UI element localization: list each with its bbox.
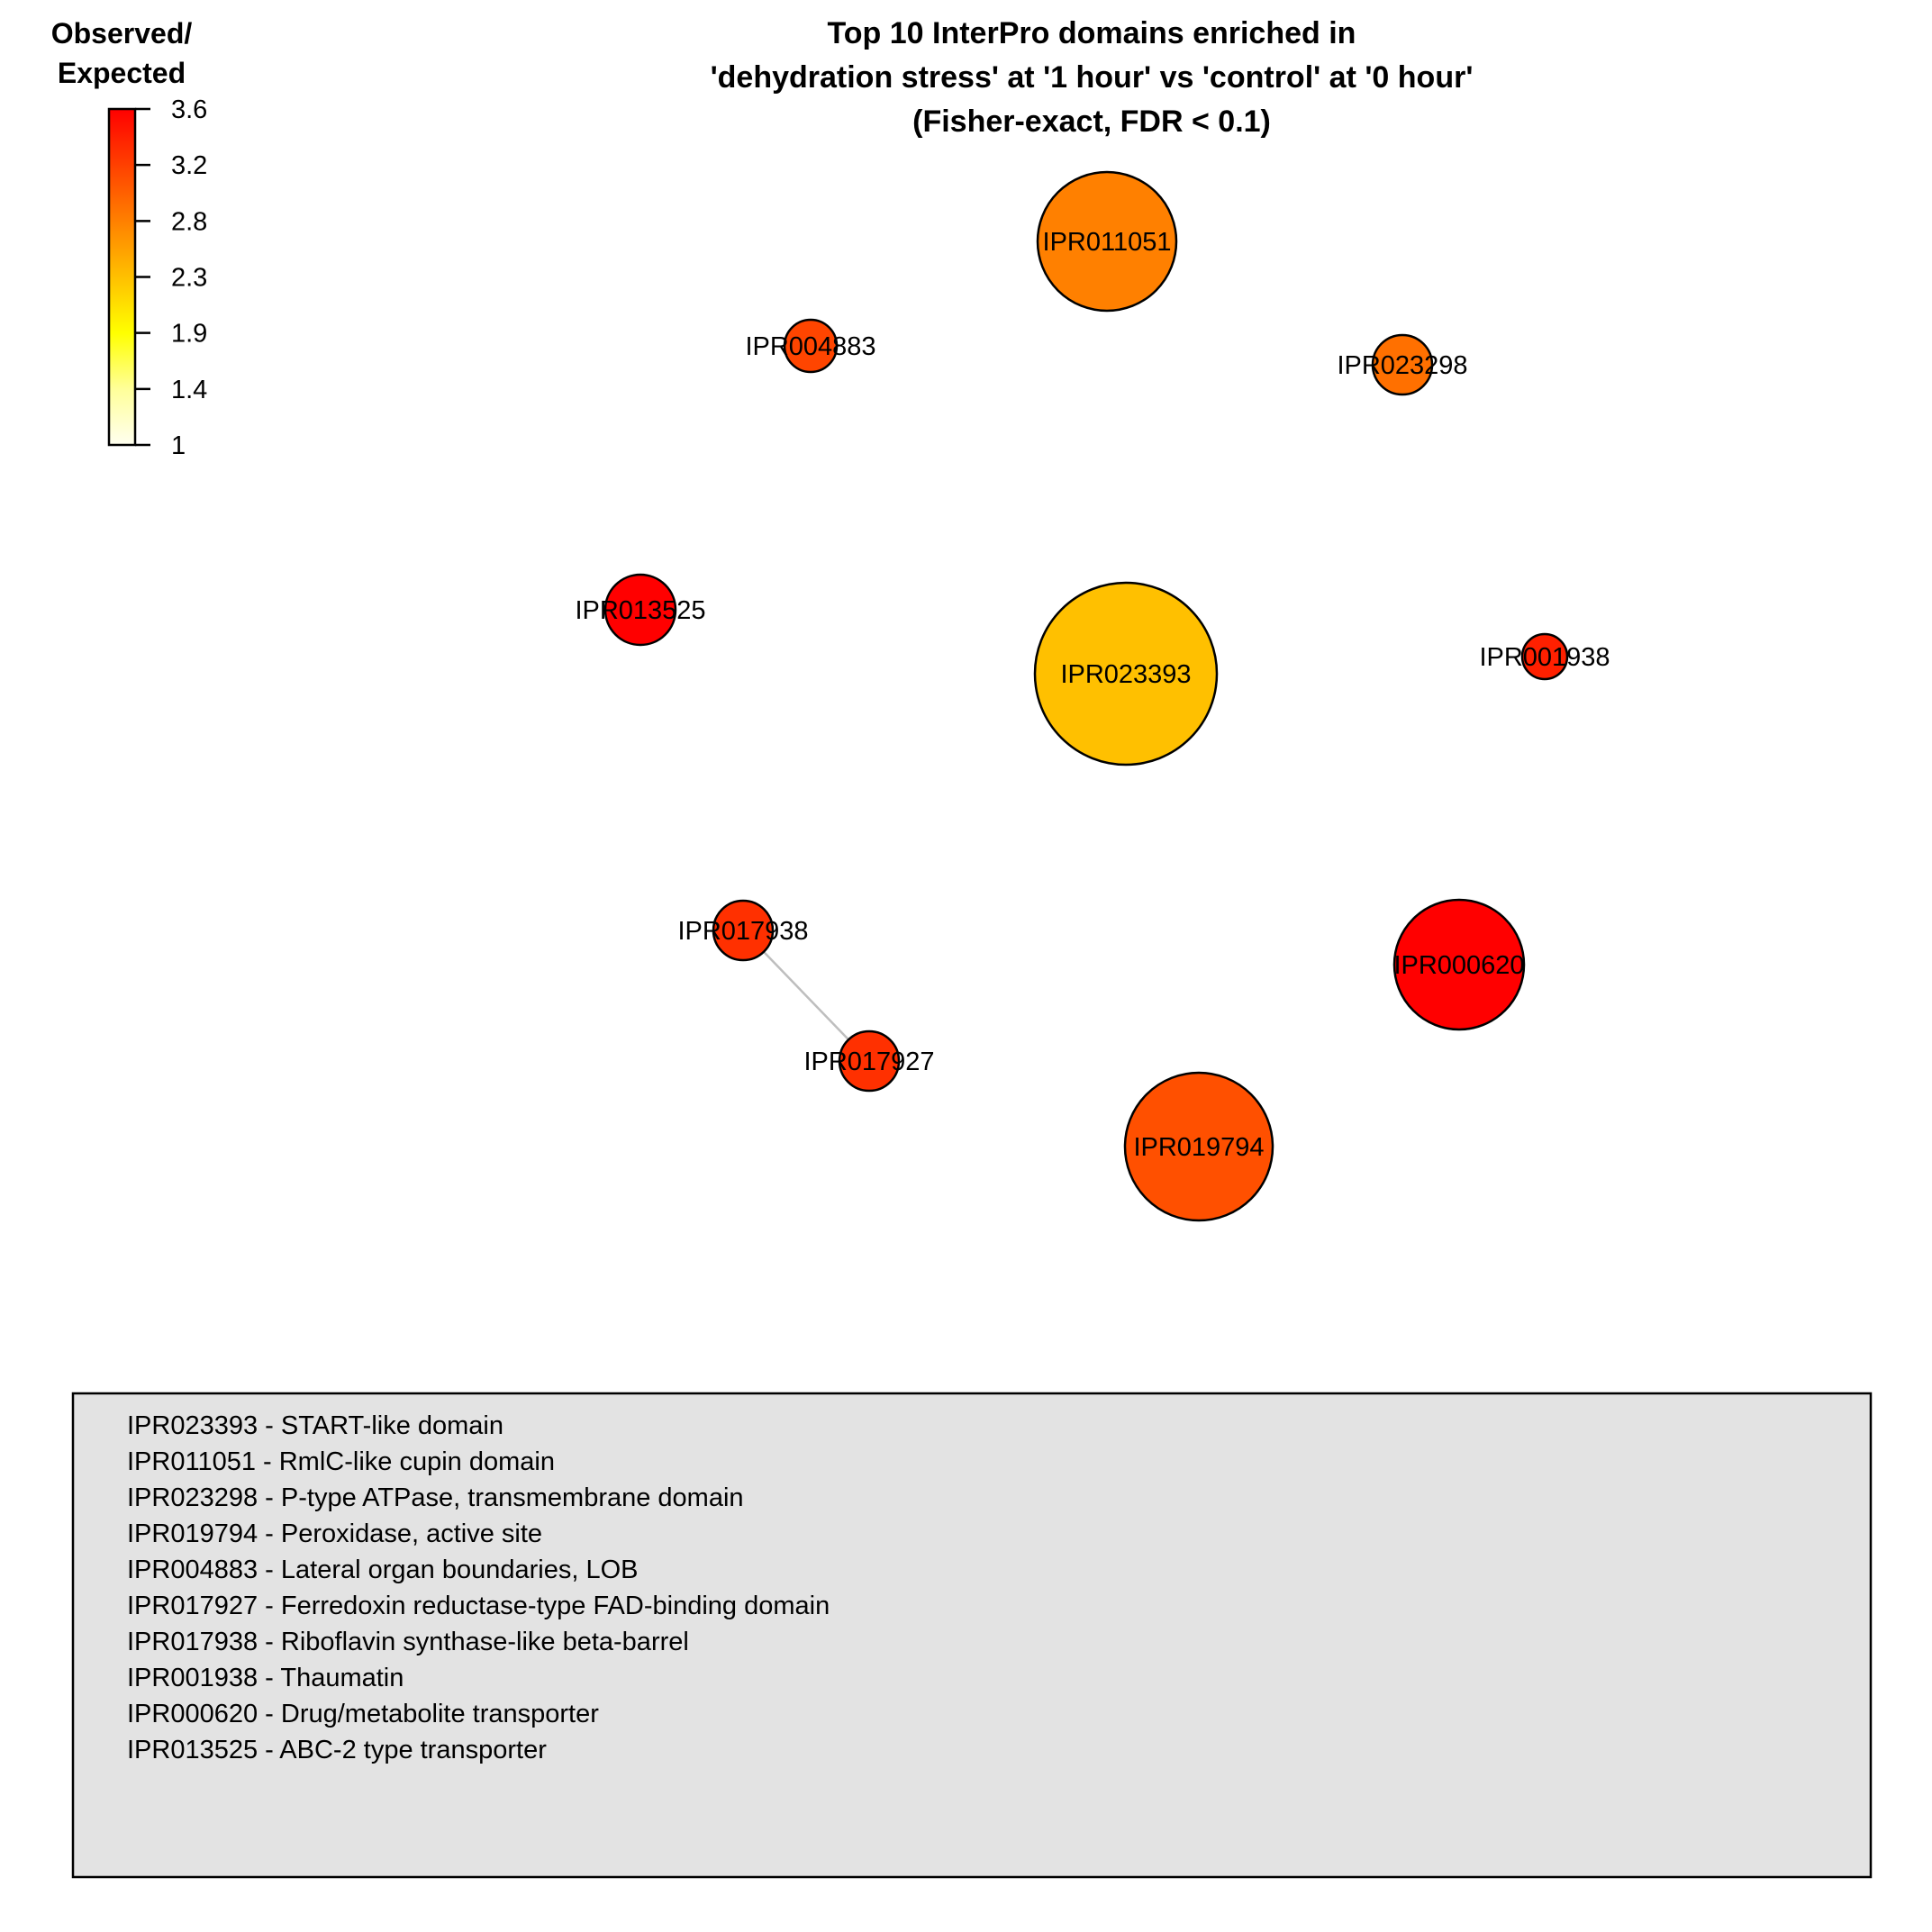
domain-legend-entry: IPR023298 - P-type ATPase, transmembrane… (127, 1483, 744, 1512)
color-scale-tick-label: 1.4 (171, 376, 207, 404)
domain-legend-entry: IPR019794 - Peroxidase, active site (127, 1519, 542, 1548)
chart-title-line-2: 'dehydration stress' at '1 hour' vs 'con… (711, 60, 1474, 95)
color-scale-bar (107, 107, 137, 447)
domain-legend-entry: IPR001938 - Thaumatin (127, 1664, 404, 1692)
chart-title-line-3: (Fisher-exact, FDR < 0.1) (912, 104, 1271, 139)
domain-legend-entry: IPR023393 - START-like domain (127, 1411, 503, 1440)
network-node-label: IPR013525 (575, 596, 705, 625)
network-nodes (603, 170, 1569, 1222)
network-node (838, 1029, 901, 1093)
color-scale-tick-label: 2.8 (171, 207, 207, 236)
network-node-label: IPR023298 (1337, 351, 1467, 380)
color-scale-title-line-2: Expected (58, 57, 186, 89)
network-node-label: IPR019794 (1133, 1133, 1264, 1162)
network-node-label: IPR004883 (745, 332, 875, 361)
color-scale-title-line-1: Observed/ (51, 17, 193, 50)
network-node (1371, 333, 1434, 396)
network-node (783, 318, 839, 374)
network-node (1520, 632, 1569, 681)
domain-legend-entry: IPR004883 - Lateral organ boundaries, LO… (127, 1556, 638, 1584)
domain-legend-frame (71, 1392, 1873, 1879)
domain-legend-entry: IPR017938 - Riboflavin synthase-like bet… (127, 1628, 689, 1656)
network-node (712, 899, 775, 962)
network-node (1392, 898, 1526, 1031)
domain-legend-entry: IPR013525 - ABC-2 type transporter (127, 1736, 547, 1764)
network-node-labels: IPR023393 IPR011051 IPR023298 IPR019794 IPR0… (575, 228, 1610, 1162)
network-node (1033, 581, 1219, 766)
chart-title-line-1: Top 10 InterPro domains enriched in (828, 16, 1356, 50)
color-scale-legend: Observed/ Expected 3.6 3.2 2.8 2.3 1.9 1.4 1 (51, 17, 208, 460)
color-scale-tick-label: 3.2 (171, 151, 207, 180)
domain-legend-entry: IPR011051 - RmlC-like cupin domain (127, 1447, 555, 1476)
network-node (1036, 170, 1178, 313)
color-scale-tick-label: 1 (171, 431, 186, 460)
domain-legend: IPR023393 - START-like domain IPR011051 -… (71, 1392, 1873, 1879)
domain-legend-entry: IPR000620 - Drug/metabolite transporter (127, 1700, 599, 1728)
network-node-label: IPR017938 (677, 917, 808, 946)
network-node-label: IPR000620 (1393, 951, 1524, 980)
color-scale-tick-label: 1.9 (171, 320, 207, 349)
network-node (603, 573, 677, 647)
color-scale-tick-label: 2.3 (171, 264, 207, 293)
color-scale-tick-label: 3.6 (171, 95, 207, 124)
network-node-label: IPR001938 (1479, 643, 1610, 672)
network-node-label: IPR023393 (1060, 660, 1191, 689)
network-node-label: IPR011051 (1043, 228, 1172, 257)
chart-title: Top 10 InterPro domains enriched in 'deh… (711, 16, 1474, 139)
network-node-label: IPR017927 (803, 1048, 934, 1076)
network-node (1123, 1071, 1274, 1222)
domain-legend-entry: IPR017927 - Ferredoxin reductase-type FA… (127, 1592, 830, 1620)
